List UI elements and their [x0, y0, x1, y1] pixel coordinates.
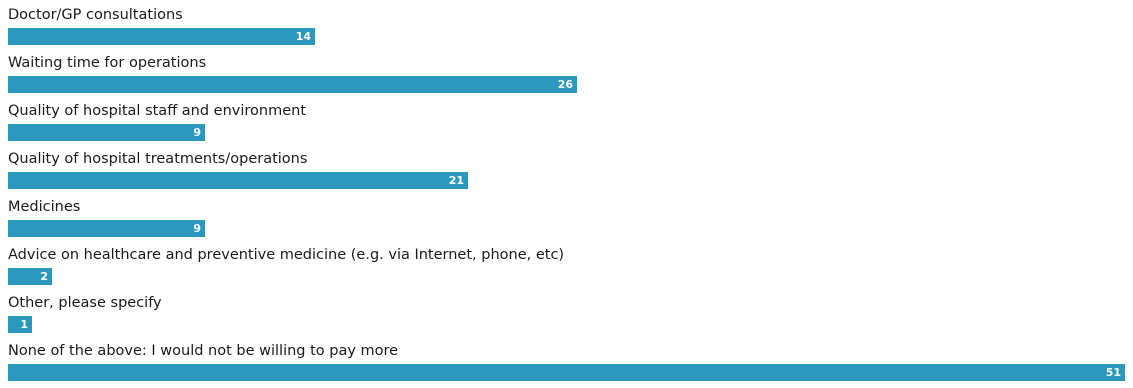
- category-label: Doctor/GP consultations: [8, 7, 183, 23]
- chart-row: Quality of hospital staff and environmen…: [8, 100, 1125, 148]
- category-label: Quality of hospital staff and environmen…: [8, 103, 307, 119]
- chart-row: Medicines 9: [8, 196, 1125, 244]
- value-label: 9: [193, 222, 201, 235]
- chart-row: Doctor/GP consultations 14: [8, 4, 1125, 52]
- bar: 21: [8, 172, 468, 189]
- value-label: 21: [448, 174, 464, 187]
- chart-row: Waiting time for operations 26: [8, 52, 1125, 100]
- bar: 1: [8, 316, 32, 333]
- value-label: 9: [193, 126, 201, 139]
- category-label: Advice on healthcare and preventive medi…: [8, 247, 565, 263]
- value-label: 26: [557, 78, 573, 91]
- bar: 9: [8, 220, 205, 237]
- category-label: Medicines: [8, 199, 81, 215]
- chart-row: Other, please specify 1: [8, 292, 1125, 340]
- category-label: Quality of hospital treatments/operation…: [8, 151, 308, 167]
- category-label: Other, please specify: [8, 295, 162, 311]
- chart-row: Quality of hospital treatments/operation…: [8, 148, 1125, 196]
- bar: 26: [8, 76, 577, 93]
- bar: 14: [8, 28, 315, 45]
- chart-row: None of the above: I would not be willin…: [8, 340, 1125, 388]
- bar: 2: [8, 268, 52, 285]
- bar: 51: [8, 364, 1125, 381]
- value-label: 1: [20, 318, 28, 331]
- value-label: 51: [1105, 366, 1121, 379]
- value-label: 2: [40, 270, 48, 283]
- value-label: 14: [295, 30, 311, 43]
- category-label: Waiting time for operations: [8, 55, 207, 71]
- bar: 9: [8, 124, 205, 141]
- chart-row: Advice on healthcare and preventive medi…: [8, 244, 1125, 292]
- category-label: None of the above: I would not be willin…: [8, 343, 399, 359]
